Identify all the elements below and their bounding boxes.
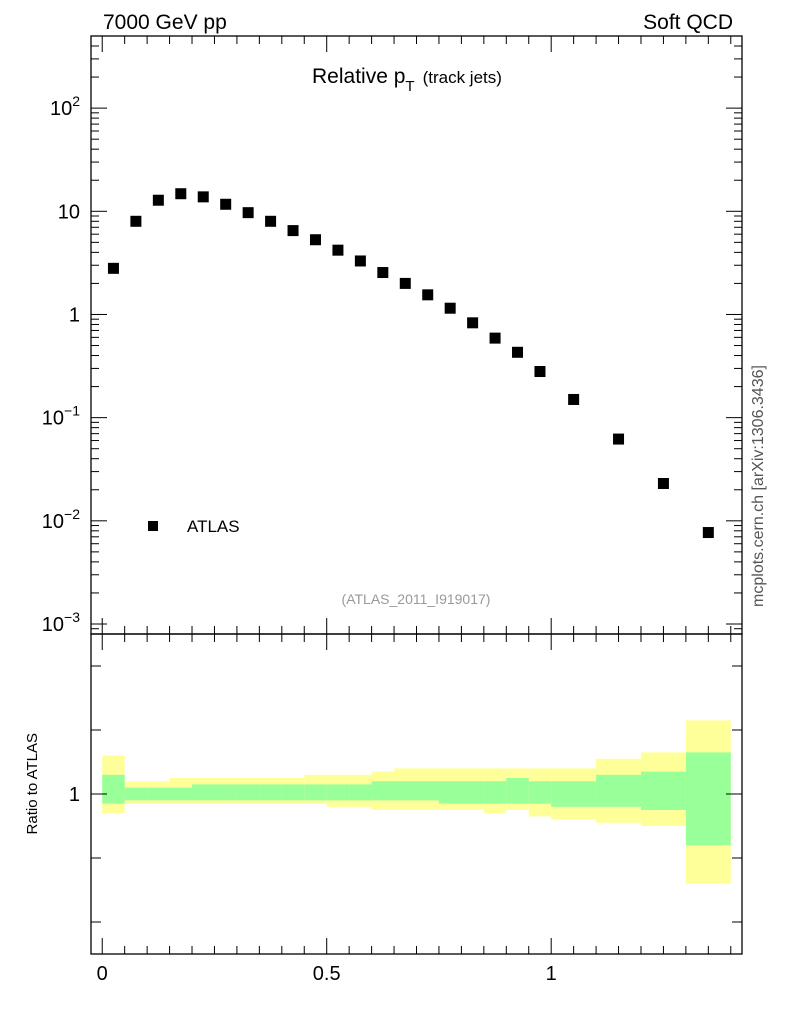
data-point [242, 207, 254, 219]
ratio-band-bin [506, 778, 529, 804]
data-point [130, 215, 142, 227]
y-tick-label: 102 [50, 93, 80, 120]
data-point [152, 194, 164, 206]
ratio-band-bin [416, 781, 439, 801]
main-title: Relative pT (track jets) [312, 65, 502, 95]
ratio-bands [102, 720, 731, 884]
ratio-y-axis-label: Ratio to ATLAS [24, 733, 41, 834]
main-title-subscript: T [405, 78, 414, 95]
ratio-band-bin [236, 784, 260, 801]
main-panel: Relative pT (track jets) (ATLAS_2011_I919… [42, 35, 743, 636]
ratio-band-bin [394, 781, 417, 801]
data-point [265, 215, 277, 227]
data-point [467, 317, 479, 329]
ratio-band-bin [147, 787, 170, 801]
ratio-band-bin [483, 781, 507, 804]
data-point [422, 289, 434, 301]
data-point [287, 225, 299, 237]
main-frame [90, 35, 743, 635]
main-axis-ticks [91, 35, 742, 635]
y-tick-label: 10−1 [42, 403, 80, 430]
data-point [399, 277, 411, 289]
data-point [107, 262, 119, 274]
x-tick-label: 1 [546, 963, 557, 985]
ratio-band-bin [640, 771, 686, 810]
data-point [354, 255, 366, 267]
ratio-band-bin [102, 774, 125, 804]
data-point [309, 234, 321, 246]
legend-marker [148, 521, 158, 531]
ratio-band-bin [461, 781, 484, 804]
ratio-band-bin [349, 784, 372, 801]
data-point [489, 332, 501, 344]
ratio-band-bin [685, 752, 731, 846]
ratio-band-bin [304, 784, 327, 801]
ratio-band-bin [371, 781, 395, 801]
ratio-band-bin [326, 784, 350, 801]
header-right: Soft QCD [643, 11, 733, 34]
ratio-band-bin [438, 781, 462, 804]
header-left: 7000 GeV pp [103, 11, 227, 34]
x-tick-label: 0.5 [313, 963, 341, 985]
ratio-axis-ticks [91, 634, 742, 954]
ratio-y-tick-label: 1 [69, 784, 80, 806]
data-point [534, 366, 546, 378]
ratio-band-bin [281, 784, 305, 801]
x-tick-label: 0 [97, 963, 108, 985]
ratio-band-bin [259, 784, 282, 801]
main-title-suffix: (track jets) [423, 68, 502, 87]
data-point [444, 302, 456, 314]
ratio-band-bin [192, 784, 215, 801]
ratio-panel: Ratio to ATLAS 0 0.5 1 1 [24, 633, 743, 985]
ratio-band-bin [528, 781, 552, 804]
data-point [568, 393, 580, 405]
ratio-band-bin [551, 781, 597, 807]
data-point [332, 244, 344, 256]
y-tick-label: 1 [69, 304, 80, 326]
main-data-markers [107, 188, 714, 539]
legend-label: ATLAS [187, 517, 240, 536]
analysis-label: (ATLAS_2011_I919017) [342, 591, 491, 607]
data-point [702, 527, 714, 539]
ratio-band-bin [214, 784, 237, 801]
data-point [512, 346, 524, 358]
ratio-band-bin [124, 787, 148, 801]
ratio-tick-labels: 0 0.5 1 1 [69, 784, 557, 985]
side-label: mcplots.cern.ch [arXiv:1306.3436] [750, 365, 767, 607]
data-point [377, 267, 389, 279]
data-point [175, 188, 187, 200]
main-title-text: Relative p [312, 65, 405, 88]
ratio-frame [90, 633, 743, 955]
y-tick-label: 10 [58, 201, 80, 223]
data-point [197, 191, 209, 203]
y-tick-label: 10−3 [42, 609, 80, 636]
data-point [657, 478, 669, 490]
ratio-band-bin [169, 787, 193, 801]
data-point [220, 198, 232, 210]
data-point [613, 433, 625, 445]
y-tick-label: 10−2 [42, 506, 80, 533]
ratio-band-bin [596, 774, 641, 807]
main-y-tick-labels: 102 10 1 10−1 10−2 10−3 [42, 93, 80, 636]
